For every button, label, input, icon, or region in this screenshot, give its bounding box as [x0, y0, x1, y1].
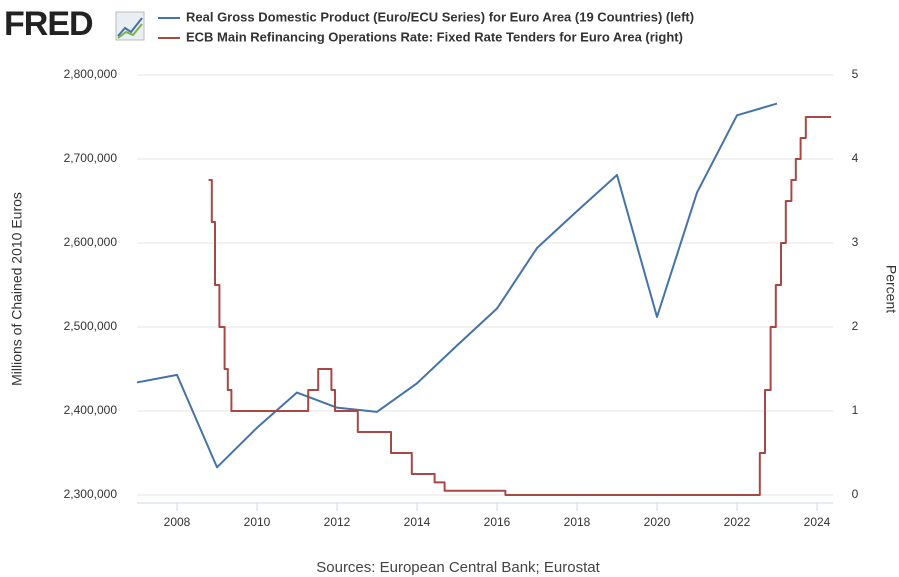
x-tick-label: 2008 — [164, 515, 191, 529]
y-tick-label: 2,400,000 — [64, 403, 118, 417]
series-line — [136, 102, 778, 469]
x-tick-label: 2014 — [404, 515, 431, 529]
y-tick-label: 2,300,000 — [64, 487, 118, 501]
x-tick-label: 2010 — [244, 515, 271, 529]
y2-tick-label: 1 — [852, 403, 859, 417]
y2-tick-label: 0 — [852, 487, 859, 501]
x-tick-label: 2012 — [324, 515, 351, 529]
x-tick-label: 2016 — [484, 515, 511, 529]
y2-axis-label: Percent — [883, 265, 899, 313]
legend-label: Real Gross Domestic Product (Euro/ECU Se… — [186, 9, 694, 24]
y-tick-label: 2,800,000 — [64, 67, 118, 81]
x-tick-label: 2018 — [564, 515, 591, 529]
x-tick-label: 2024 — [804, 515, 831, 529]
brand-logo: FRED — [4, 5, 93, 43]
y-tick-label: 2,600,000 — [64, 235, 118, 249]
x-tick-label: 2022 — [724, 515, 751, 529]
logo-icon — [115, 11, 145, 41]
x-tick-label: 2020 — [644, 515, 671, 529]
y2-tick-label: 4 — [852, 151, 859, 165]
source: Sources: European Central Bank; Eurostat — [316, 559, 600, 576]
y-axis-label: Millions of Chained 2010 Euros — [9, 192, 25, 386]
y2-tick-label: 3 — [852, 235, 859, 249]
y2-tick-label: 2 — [852, 319, 859, 333]
legend-label: ECB Main Refinancing Operations Rate: Fi… — [186, 29, 683, 44]
series-line — [208, 116, 831, 496]
y-tick-label: 2,700,000 — [64, 151, 118, 165]
y-tick-label: 2,500,000 — [64, 319, 118, 333]
y2-tick-label: 5 — [852, 67, 859, 81]
